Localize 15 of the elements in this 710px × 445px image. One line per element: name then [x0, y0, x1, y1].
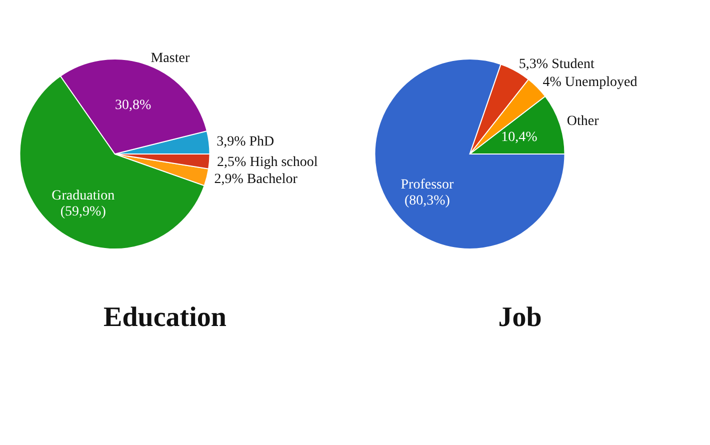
slice-label: 4% Unemployed — [542, 74, 638, 90]
text: Job — [498, 302, 542, 333]
slice-label: Professor — [400, 177, 454, 192]
slice-label: 3,9% PhD — [216, 134, 274, 150]
slice-label: 2,9% Bachelor — [214, 172, 298, 188]
text: Education — [104, 302, 227, 333]
data-label: 30,8% — [114, 98, 152, 114]
data-label: (80,3%) — [404, 193, 450, 208]
slice-label: Other — [566, 114, 600, 130]
slice-label: Graduation — [52, 188, 115, 204]
slice-label: 2,5% High school — [217, 155, 318, 170]
data-label: 10,4% — [501, 130, 538, 146]
slice-label: Master — [150, 50, 190, 66]
data-label: (59,9%) — [60, 204, 106, 220]
slice-label: 5,3% Student — [518, 56, 594, 72]
